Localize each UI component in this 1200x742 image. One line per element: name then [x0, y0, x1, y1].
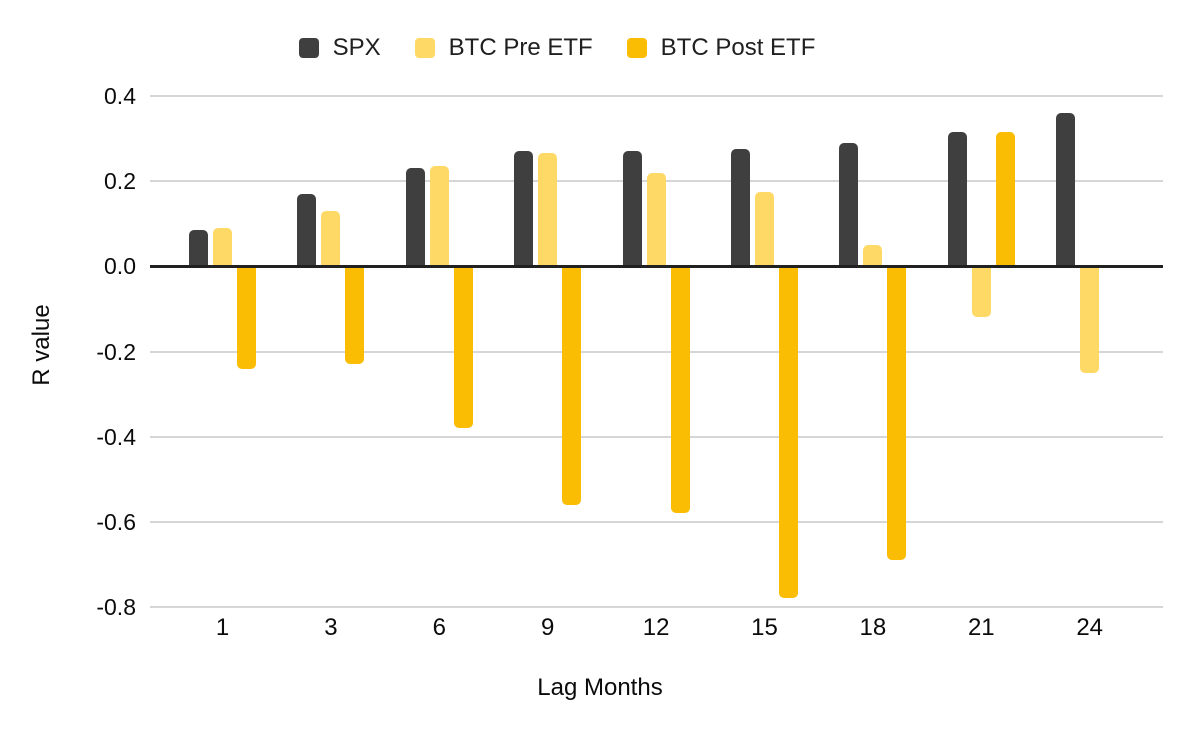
- bar-btc-pre-etf-month-15: [755, 191, 774, 267]
- legend-item-spx: SPX: [298, 34, 381, 62]
- legend-label-btc-pre-etf: BTC Pre ETF: [448, 34, 593, 61]
- x-tick-label-1: 1: [215, 614, 230, 641]
- y-tick-label--0.4: -0.4: [96, 423, 136, 450]
- legend-label-spx: SPX: [332, 34, 381, 61]
- gridline-y--0.6: [150, 520, 1163, 523]
- x-tick-label-12: 12: [642, 614, 670, 641]
- legend-swatch-icon-spx: [298, 38, 319, 58]
- bar-btc-post-etf-month-18: [887, 266, 907, 561]
- x-tick-label-3: 3: [324, 614, 338, 641]
- y-tick-label--0.2: -0.2: [96, 338, 136, 365]
- bar-btc-post-etf-month-21: [995, 132, 1015, 267]
- bar-btc-post-etf-month-6: [453, 266, 473, 429]
- legend-swatch-icon-btc-pre-etf: [414, 38, 435, 58]
- x-tick-label-18: 18: [859, 614, 887, 641]
- gridline-y--0.8: [150, 606, 1163, 608]
- bar-spx-month-1: [189, 230, 208, 267]
- bar-spx-month-12: [622, 151, 642, 267]
- gridline-y-0.4: [150, 95, 1163, 97]
- bar-spx-month-21: [947, 132, 967, 267]
- y-tick-label--0.8: -0.8: [96, 594, 136, 620]
- x-tick-label-9: 9: [541, 614, 555, 641]
- bar-btc-post-etf-month-15: [779, 266, 798, 599]
- bar-spx-month-6: [405, 168, 425, 267]
- bar-btc-pre-etf-month-6: [429, 166, 449, 267]
- x-tick-label-6: 6: [432, 614, 446, 641]
- plot-area: [150, 95, 1163, 608]
- chart-legend: SPX BTC Pre ETF BTC Post ETF: [0, 28, 1114, 68]
- bar-spx-month-9: [514, 151, 534, 267]
- bar-btc-pre-etf-month-21: [971, 266, 991, 318]
- x-tick-label-21: 21: [967, 614, 995, 641]
- bar-spx-month-18: [839, 142, 859, 267]
- legend-label-btc-post-etf: BTC Post ETF: [660, 34, 816, 61]
- bar-btc-pre-etf-month-18: [863, 245, 883, 267]
- legend-item-btc-post-etf: BTC Post ETF: [626, 34, 816, 62]
- bar-btc-post-etf-month-1: [237, 266, 256, 369]
- y-tick-label--0.6: -0.6: [96, 508, 136, 535]
- y-tick-label-0.0: 0.0: [104, 253, 136, 280]
- bar-btc-post-etf-month-12: [670, 266, 690, 514]
- bar-btc-post-etf-month-9: [562, 266, 582, 505]
- bar-btc-pre-etf-month-1: [213, 228, 232, 267]
- y-axis-title: R value: [28, 304, 55, 386]
- bar-spx-month-24: [1056, 113, 1076, 267]
- y-tick-label-0.4: 0.4: [104, 83, 136, 109]
- bar-btc-pre-etf-month-9: [538, 153, 558, 267]
- legend-swatch-icon-btc-post-etf: [626, 38, 647, 58]
- x-axis-zero-line: [150, 264, 1163, 268]
- bar-btc-pre-etf-month-24: [1080, 266, 1100, 373]
- x-axis-title: Lag Months: [537, 674, 663, 701]
- legend-item-btc-pre-etf: BTC Pre ETF: [414, 34, 593, 62]
- bar-btc-pre-etf-month-3: [321, 210, 341, 267]
- bar-btc-pre-etf-month-12: [646, 172, 666, 267]
- bar-btc-post-etf-month-3: [345, 266, 365, 365]
- gridline-y--0.2: [150, 350, 1163, 353]
- y-tick-label-0.2: 0.2: [104, 168, 136, 195]
- gridline-y--0.4: [150, 435, 1163, 438]
- x-tick-label-15: 15: [751, 614, 778, 641]
- bar-spx-month-15: [731, 149, 750, 267]
- bar-spx-month-3: [297, 193, 317, 267]
- x-tick-label-24: 24: [1076, 614, 1104, 641]
